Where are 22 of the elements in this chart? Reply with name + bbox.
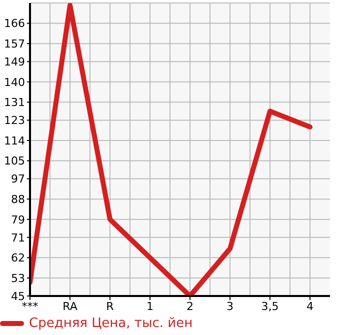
y-tick-label: 166 (4, 17, 25, 30)
y-tick-label: 105 (4, 154, 25, 168)
x-tick-label: R (106, 300, 114, 313)
y-tick-label: 71 (11, 231, 25, 244)
y-tick-label: 62 (11, 252, 25, 265)
x-tick-label: 1 (146, 300, 154, 313)
x-tick-label: RA (62, 300, 78, 313)
x-tick-label: 2 (186, 300, 194, 313)
y-tick-label: 131 (4, 96, 25, 110)
y-tick-label: 53 (11, 272, 25, 285)
y-tick-label: 123 (4, 114, 25, 128)
y-tick-label: 79 (11, 213, 25, 226)
y-tick-label: 97 (11, 172, 25, 186)
y-tick-label: 114 (4, 134, 25, 148)
x-tick-label: 3,5 (261, 300, 279, 313)
y-tick-label: 149 (4, 56, 25, 69)
x-tick-label: 3 (226, 300, 234, 313)
legend-label: Средняя Цена, тыс. йен (29, 316, 193, 331)
y-tick-label: 88 (11, 192, 25, 206)
y-tick-label: 140 (4, 76, 25, 89)
y-tick-label: 157 (4, 37, 25, 50)
x-tick-label: 4 (306, 300, 314, 313)
